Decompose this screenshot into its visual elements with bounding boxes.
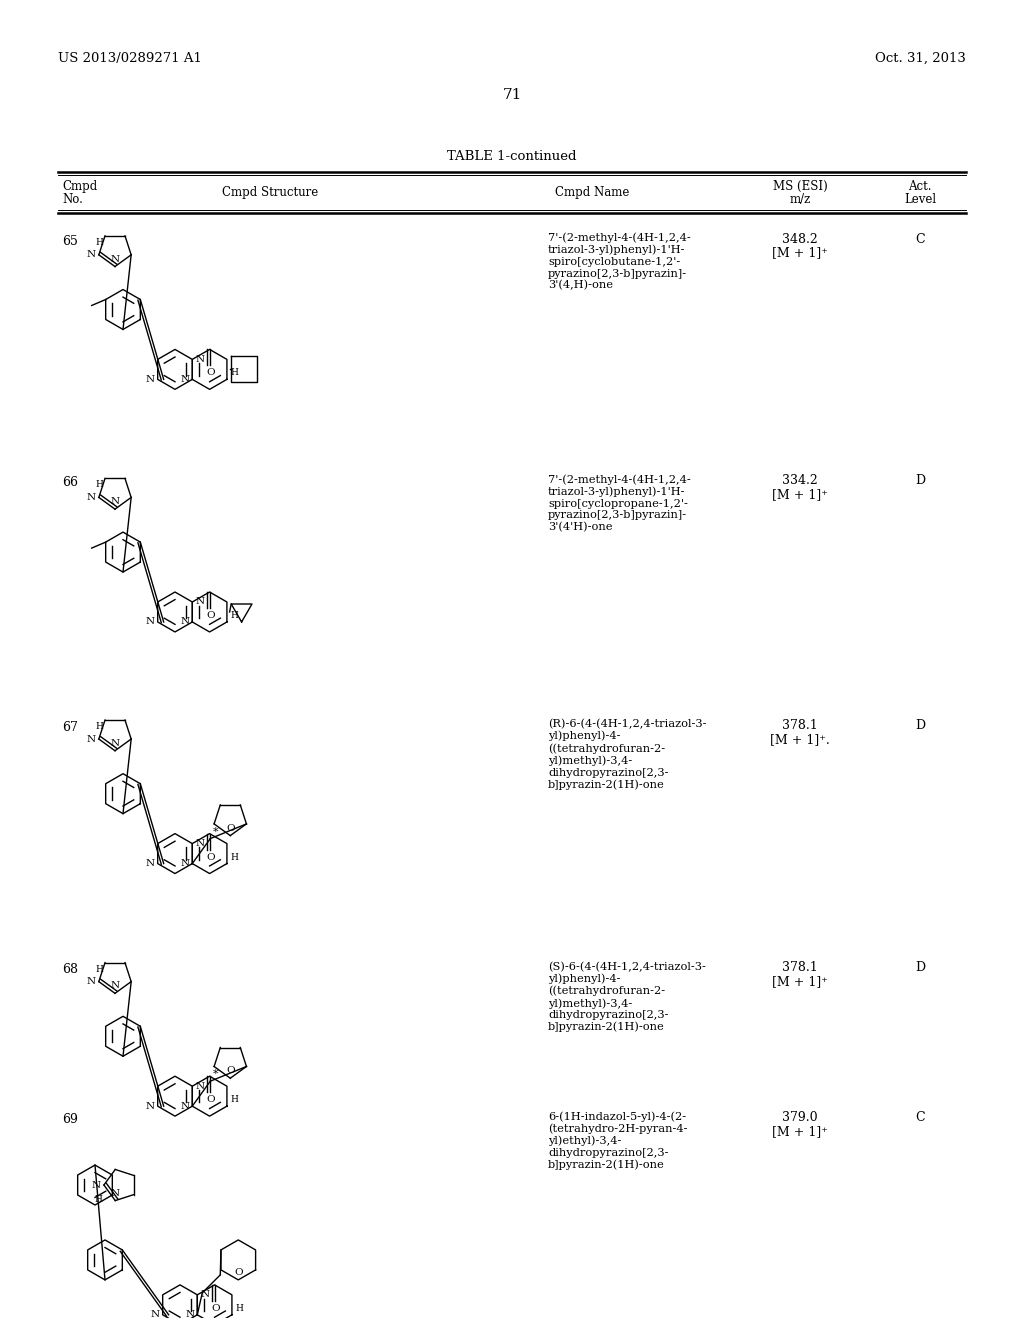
Text: N: N (196, 598, 205, 606)
Text: N: N (145, 1102, 155, 1110)
Text: O: O (233, 1269, 243, 1276)
Text: N: N (111, 498, 120, 506)
Text: 68: 68 (62, 964, 78, 977)
Text: H: H (95, 238, 103, 247)
Text: 379.0: 379.0 (782, 1111, 818, 1125)
Text: Cmpd: Cmpd (62, 180, 97, 193)
Text: 6-(1H-indazol-5-yl)-4-(2-
(tetrahydro-2H-pyran-4-
yl)ethyl)-3,4-
dihydropyrazino: 6-(1H-indazol-5-yl)-4-(2- (tetrahydro-2H… (548, 1111, 687, 1170)
Text: Cmpd Name: Cmpd Name (555, 186, 630, 199)
Text: N: N (180, 618, 189, 627)
Text: O: O (206, 368, 215, 378)
Text: TABLE 1-continued: TABLE 1-continued (447, 149, 577, 162)
Text: 71: 71 (503, 88, 521, 102)
Text: O: O (206, 853, 215, 862)
Text: N: N (111, 981, 120, 990)
Text: *: * (212, 1069, 218, 1080)
Text: N: N (87, 734, 96, 743)
Text: [M + 1]⁺: [M + 1]⁺ (772, 247, 828, 260)
Text: O: O (206, 1096, 215, 1104)
Text: [M + 1]⁺: [M + 1]⁺ (772, 488, 828, 502)
Text: H: H (95, 480, 103, 490)
Text: N: N (196, 840, 205, 847)
Text: N: N (145, 859, 155, 869)
Text: Cmpd Structure: Cmpd Structure (222, 186, 318, 199)
Text: 378.1: 378.1 (782, 961, 818, 974)
Text: 348.2: 348.2 (782, 232, 818, 246)
Text: D: D (914, 719, 925, 731)
Text: H: H (95, 722, 103, 731)
Text: 378.1: 378.1 (782, 719, 818, 731)
Text: H: H (231, 1096, 239, 1104)
Text: N: N (180, 859, 189, 869)
Text: C: C (915, 232, 925, 246)
Text: N: N (201, 1291, 210, 1299)
Text: N: N (145, 618, 155, 627)
Text: H: H (236, 1304, 244, 1313)
Text: Level: Level (904, 193, 936, 206)
Text: N: N (180, 1102, 189, 1110)
Text: N: N (87, 977, 96, 986)
Text: N: N (111, 739, 120, 747)
Text: N: N (87, 492, 96, 502)
Text: H: H (231, 853, 239, 862)
Text: (R)-6-(4-(4H-1,2,4-triazol-3-
yl)phenyl)-4-
((tetrahydrofuran-2-
yl)methyl)-3,4-: (R)-6-(4-(4H-1,2,4-triazol-3- yl)phenyl)… (548, 719, 707, 789)
Text: O: O (211, 1304, 220, 1313)
Text: 67: 67 (62, 721, 78, 734)
Text: C: C (915, 1111, 925, 1125)
Text: N: N (196, 355, 205, 364)
Text: N: N (196, 1081, 205, 1090)
Text: H: H (231, 368, 239, 378)
Text: [M + 1]⁺: [M + 1]⁺ (772, 1125, 828, 1138)
Text: N: N (180, 375, 189, 384)
Text: MS (ESI): MS (ESI) (773, 180, 827, 193)
Text: Oct. 31, 2013: Oct. 31, 2013 (876, 51, 966, 65)
Text: H: H (95, 965, 103, 974)
Text: H: H (231, 611, 239, 620)
Text: N: N (151, 1311, 160, 1319)
Text: O: O (206, 611, 215, 620)
Text: N: N (111, 1188, 120, 1197)
Text: N: N (185, 1311, 195, 1319)
Text: (S)-6-(4-(4H-1,2,4-triazol-3-
yl)phenyl)-4-
((tetrahydrofuran-2-
yl)methyl)-3,4-: (S)-6-(4-(4H-1,2,4-triazol-3- yl)phenyl)… (548, 961, 706, 1032)
Text: O: O (226, 1067, 234, 1076)
Text: [M + 1]⁺: [M + 1]⁺ (772, 975, 828, 989)
Text: N: N (92, 1180, 101, 1189)
Text: 7'-(2-methyl-4-(4H-1,2,4-
triazol-3-yl)phenyl)-1'H-
spiro[cyclopropane-1,2'-
pyr: 7'-(2-methyl-4-(4H-1,2,4- triazol-3-yl)p… (548, 474, 691, 532)
Text: O: O (226, 824, 234, 833)
Text: 66: 66 (62, 477, 78, 490)
Text: Act.: Act. (908, 180, 932, 193)
Text: N: N (87, 251, 96, 259)
Text: 69: 69 (62, 1113, 78, 1126)
Text: [M + 1]⁺.: [M + 1]⁺. (770, 733, 829, 746)
Text: 334.2: 334.2 (782, 474, 818, 487)
Text: 7'-(2-methyl-4-(4H-1,2,4-
triazol-3-yl)phenyl)-1'H-
spiro[cyclobutane-1,2'-
pyra: 7'-(2-methyl-4-(4H-1,2,4- triazol-3-yl)p… (548, 232, 691, 290)
Text: N: N (145, 375, 155, 384)
Text: 65: 65 (62, 235, 78, 248)
Text: H: H (94, 1195, 102, 1204)
Text: US 2013/0289271 A1: US 2013/0289271 A1 (58, 51, 202, 65)
Text: D: D (914, 961, 925, 974)
Text: m/z: m/z (790, 193, 811, 206)
Text: No.: No. (62, 193, 83, 206)
Text: D: D (914, 474, 925, 487)
Text: *: * (212, 826, 218, 837)
Text: N: N (111, 255, 120, 264)
